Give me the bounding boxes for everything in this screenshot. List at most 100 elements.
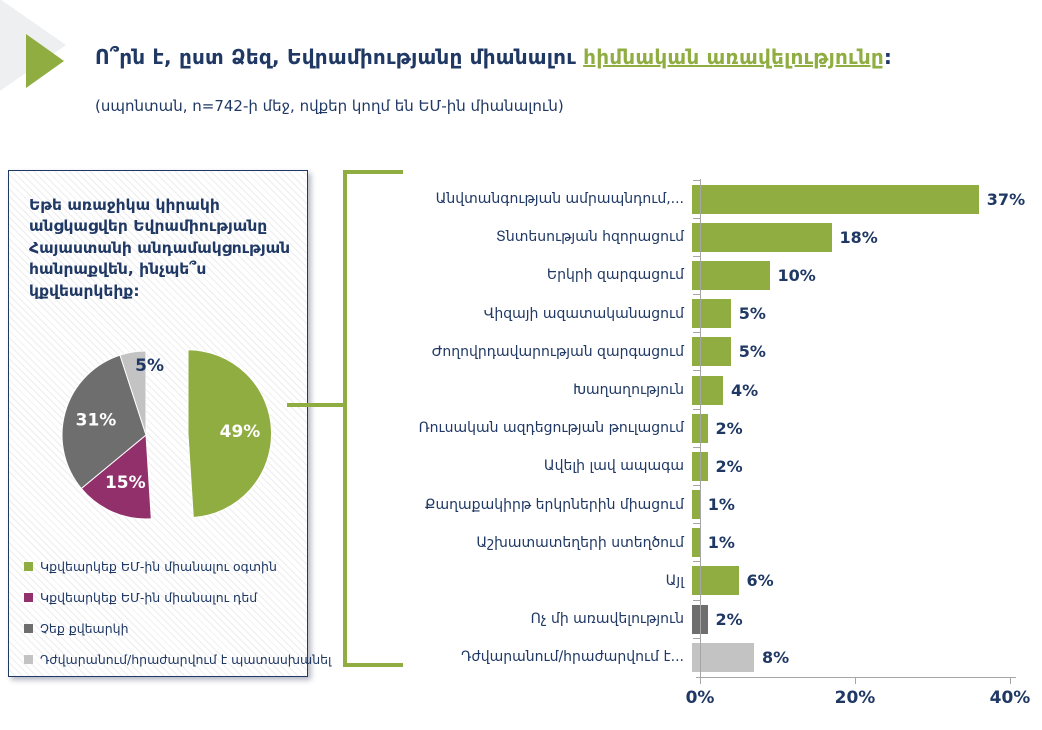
subtitle: (սպոնտան, n=742-ի մեջ, ովքեր կողմ են ԵՄ-… [95,97,564,115]
legend-item: Դժվարանում/հրաժարվում է պատասխանել [24,650,331,668]
bar-category-label: Դժվարանում/հրաժարվում է... [460,649,684,666]
pie-slice [61,354,147,490]
bar-zone: 18% [692,222,1042,252]
bar-row: Անվտանգության ամրապնդում,... 37% [345,179,1042,218]
bar [692,337,731,367]
bar-category-label: Ավելի լավ ապագա [543,458,684,475]
bar-value-label: 5% [738,304,766,324]
page-title: Ո՞րն է, ըստ Ձեզ, Եվրամիությանը միանալու … [95,45,1015,69]
pie-legend: Կքվեարկեք ԵՄ-ին միանալու օգտին Կքվեարկեք … [24,557,331,681]
bar-chart-category-axis [700,179,701,677]
category-tick [693,561,700,563]
pie-chart: 49% 15% 31% 5% [61,349,272,520]
legend-item: Կքվեարկեք ԵՄ-ին միանալու դեմ [24,588,299,606]
bar-category-label: Այլ [665,572,684,589]
bracket-bottom-line [343,663,403,667]
legend-swatch [24,561,33,571]
legend-label: Դժվարանում/հրաժարվում է պատասխանել [40,651,332,667]
bar-category-label: Ժողովրդավարության զարգացում [431,343,684,360]
bar-row: Այլ 6% [345,561,1042,600]
bar-zone: 5% [692,299,1042,329]
x-axis-tick-label: 40% [989,688,1031,708]
bar-row: Ռուսական ազդեցության թուլացում 2% [345,408,1042,447]
title-highlight-link[interactable]: հիմնական առավելությունը [583,45,884,69]
bar-category-label: Քաղաքակիրթ երկրներին միացում [424,496,684,513]
category-tick [693,408,700,410]
legend-item: Չեք քվեարկի [24,619,299,637]
bar-zone: 6% [692,566,1042,596]
bar-category-label: Ռուսական ազդեցության թուլացում [418,420,684,437]
category-tick [693,523,700,525]
legend-swatch [24,654,33,664]
bar-value-label: 2% [715,609,743,629]
bar-row: Ավելի լավ ապագա 2% [345,446,1042,485]
bracket-vertical-line [343,170,347,667]
bar [692,299,731,329]
title-prefix: Ո՞րն է, ըստ Ձեզ, Եվրամիությանը միանալու [95,45,584,69]
legend-swatch [24,592,33,602]
bar-zone: 2% [692,413,1042,443]
bar-category-label: Անվտանգության ամրապնդում,... [435,191,684,208]
bar-value-label: 2% [715,418,743,438]
panel-question: Եթե առաջիկա կիրակի անցկացվեր Եվրամիությա… [29,196,291,300]
bar-value-label: 10% [777,265,816,285]
bar-zone: 2% [692,451,1042,481]
legend-label: Չեք քվեարկի [40,620,129,636]
legend-item: Կքվեարկեք ԵՄ-ին միանալու օգտին [24,557,299,575]
pie-slice-label: 15% [105,473,146,493]
connector-line [287,403,345,407]
bar [692,604,708,634]
bar-zone: 4% [692,375,1042,405]
x-axis-tickmark [854,677,856,684]
x-axis-tickmark [1009,677,1011,684]
bar-category-label: Ոչ մի առավելություն [530,611,684,628]
bar-value-label: 18% [839,227,878,247]
pie-slice [80,433,152,520]
bar-row: Ժողովրդավարության զարգացում 5% [345,332,1042,371]
bar [692,375,723,405]
legend-swatch [24,623,33,633]
bar-value-label: 1% [707,533,735,553]
bar-row: Քաղաքակիրթ երկրներին միացում 1% [345,485,1042,524]
bar-value-label: 37% [986,189,1026,209]
bar-row: Ոչ մի առավելություն 2% [345,599,1042,638]
title-suffix: : [883,45,893,69]
bar-value-label: 5% [738,342,766,362]
bar-category-label: Տնտեսության հզորացում [495,229,684,246]
x-axis-tickmark [699,677,701,684]
category-tick [693,637,700,639]
category-tick [693,294,700,296]
bar [692,528,700,558]
bar-value-label: 2% [715,456,743,476]
bar-zone: 2% [692,604,1042,634]
bar-row: Տնտեսության հզորացում 18% [345,217,1042,256]
bar-value-label: 8% [762,647,790,667]
category-tick [693,446,700,448]
bar [692,413,708,443]
bar-zone: 5% [692,337,1042,367]
bar-zone: 37% [692,184,1042,214]
x-axis-tick-label: 20% [834,688,876,708]
category-tick [693,255,700,257]
bar-zone: 1% [692,528,1042,558]
pie-slice-label: 49% [220,422,261,442]
bar [692,222,832,252]
pie-slice [119,350,147,436]
category-tick [693,179,700,181]
bar [692,451,708,481]
pie-slice-label: 31% [76,411,117,431]
legend-label: Կքվեարկեք ԵՄ-ին միանալու դեմ [40,589,258,605]
bar-row: Խաղաղություն 4% [345,370,1042,409]
bar-value-label: 1% [707,495,735,515]
bar [692,490,700,520]
bar [692,566,739,596]
bar-zone: 10% [692,260,1042,290]
bar-category-label: Աշխատատեղերի ստեղծում [476,534,684,551]
bar-zone: 8% [692,642,1042,672]
category-tick [693,599,700,601]
pie-slice [187,349,272,519]
bar [692,260,770,290]
category-tick [693,485,700,486]
bar-row: Դժվարանում/հրաժարվում է... 8% [345,637,1042,676]
